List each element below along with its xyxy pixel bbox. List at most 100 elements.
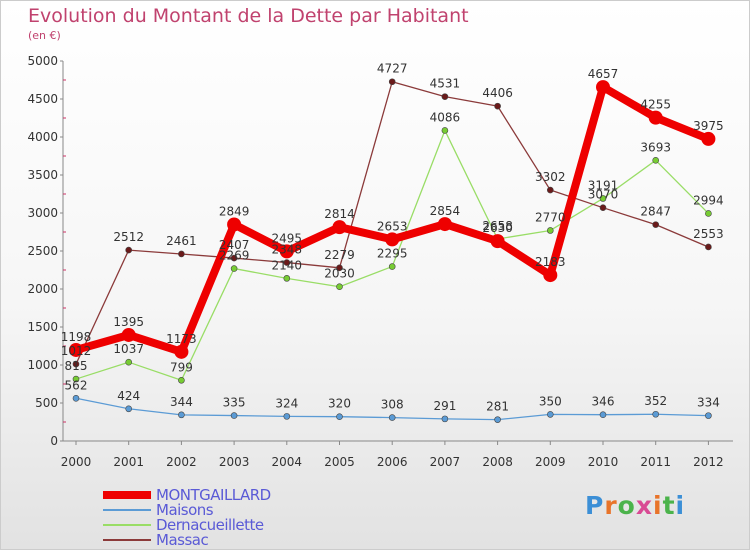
data-point (494, 416, 501, 423)
data-point (648, 110, 663, 125)
data-labels: 562 424 344 335 324 320 308 291 281 350 346 352 334 8… (61, 62, 724, 414)
data-point (227, 217, 242, 232)
data-label: 799 (170, 360, 193, 374)
x-tick-label: 2010 (588, 455, 619, 469)
data-label: 2653 (377, 219, 408, 233)
data-point (72, 360, 80, 368)
x-tick-label: 2005 (324, 455, 355, 469)
data-label: 2183 (535, 255, 566, 269)
chart-subtitle: (en €) (28, 29, 61, 42)
data-point (705, 243, 712, 251)
data-label: 1037 (113, 342, 144, 356)
data-label: 344 (170, 395, 193, 409)
data-label: 1198 (61, 330, 92, 344)
data-label: 2279 (324, 248, 355, 262)
legend-label: MONTGAILLARD (156, 486, 271, 504)
data-point (705, 210, 712, 217)
data-point (437, 217, 452, 232)
data-point (705, 412, 712, 419)
logo-letter: r (604, 491, 618, 520)
data-point (546, 227, 554, 234)
data-point (283, 259, 291, 266)
legend-swatch (103, 491, 151, 499)
data-label: 308 (381, 398, 404, 412)
data-point (230, 254, 238, 262)
x-tick-label: 2009 (535, 455, 566, 469)
data-label: 4531 (430, 77, 461, 91)
data-point (125, 246, 132, 254)
data-label: 3975 (693, 119, 724, 133)
logo-letter: x (635, 491, 653, 520)
legend-label: Massac (156, 531, 209, 549)
data-label: 2348 (272, 243, 303, 257)
data-label: 320 (328, 397, 351, 411)
data-point (546, 186, 554, 194)
data-label: 815 (65, 359, 88, 373)
data-label: 350 (539, 394, 562, 408)
data-label: 281 (486, 400, 509, 414)
series-lines (69, 78, 716, 423)
data-label: 1173 (166, 332, 197, 346)
x-tick-label: 2002 (166, 455, 197, 469)
data-label: 2994 (693, 193, 724, 207)
data-label: 2847 (640, 205, 671, 219)
chart-title: Evolution du Montant de la Dette par Hab… (28, 5, 469, 27)
legend-label: Maisons (156, 501, 214, 519)
x-tick-label: 2000 (61, 455, 92, 469)
data-point (599, 195, 607, 202)
y-tick-label: 500 (35, 396, 58, 410)
chart-axes: 0 500 1000 1500 2000 2500 3000 3500 4000 4500 5000… (27, 54, 733, 469)
y-tick-label: 2000 (27, 282, 58, 296)
data-point (279, 244, 294, 259)
data-label: 3302 (535, 170, 566, 184)
data-point (72, 375, 80, 383)
data-label: 2140 (272, 258, 303, 272)
y-tick-label: 2500 (27, 244, 58, 258)
data-label: 1395 (113, 315, 144, 329)
data-label: 352 (644, 394, 667, 408)
data-point (441, 93, 449, 100)
data-point (178, 411, 185, 419)
data-point (230, 412, 238, 419)
x-tick-label: 2004 (272, 455, 303, 469)
data-point (652, 410, 660, 418)
data-point (72, 394, 80, 402)
data-label: 291 (433, 399, 456, 413)
data-label: 2030 (324, 267, 355, 281)
data-label: 562 (65, 378, 88, 392)
legend-swatch (103, 509, 151, 511)
data-label: 4086 (430, 110, 461, 124)
data-point (599, 204, 607, 211)
data-label: 3191 (588, 178, 619, 192)
data-point (125, 358, 132, 366)
x-tick-label: 2012 (693, 455, 724, 469)
data-point (388, 78, 396, 86)
data-point (178, 250, 185, 258)
data-point (385, 232, 400, 247)
legend-swatch (103, 524, 151, 526)
data-point (543, 268, 558, 283)
data-label: 2854 (430, 204, 461, 218)
data-point (652, 157, 660, 164)
data-label: 2512 (113, 230, 144, 244)
data-point (441, 415, 449, 423)
logo-letter: i (653, 491, 663, 520)
data-label: 1012 (61, 344, 92, 358)
data-point (336, 413, 343, 420)
data-point (230, 265, 238, 272)
y-tick-label: 3500 (27, 168, 58, 182)
data-point (599, 411, 607, 419)
x-tick-label: 2008 (482, 455, 513, 469)
y-tick-label: 1000 (27, 358, 58, 372)
data-point (388, 263, 396, 270)
data-point (332, 220, 347, 235)
y-tick-label: 4000 (27, 130, 58, 144)
data-label: 2407 (219, 238, 250, 252)
data-label: 346 (592, 395, 615, 409)
data-point (701, 131, 716, 146)
proxiti-logo: Proxiti (585, 491, 685, 520)
data-label: 2495 (272, 231, 303, 245)
logo-letter: t (662, 491, 676, 520)
